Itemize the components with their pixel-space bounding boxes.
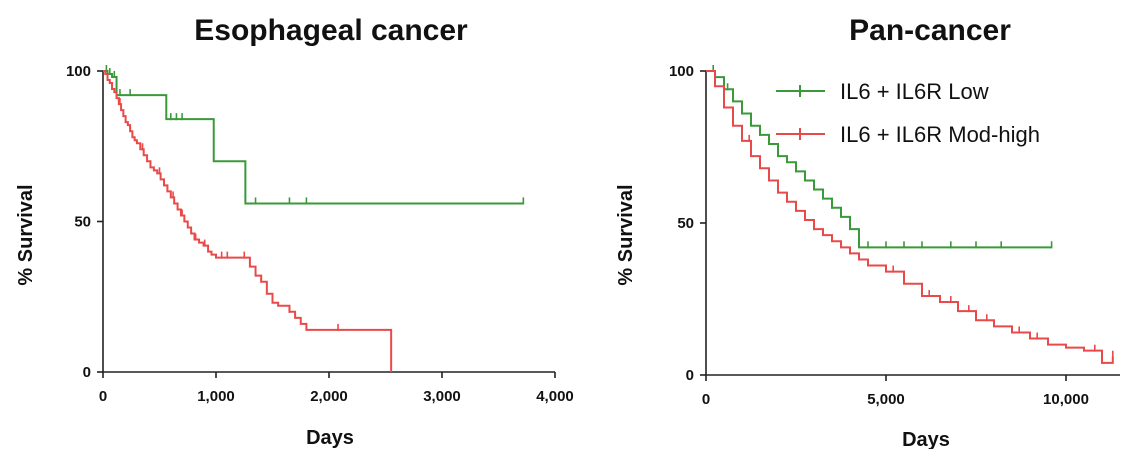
x-tick-label: 2,000 xyxy=(310,388,348,405)
legend-entry: IL6 + IL6R Mod-high xyxy=(776,122,1040,147)
y-tick-label: 0 xyxy=(686,367,694,384)
y-tick-label: 100 xyxy=(66,63,91,80)
y-axis-label: % Survival xyxy=(615,184,637,285)
y-tick-label: 50 xyxy=(74,214,91,231)
survival-curve xyxy=(706,70,1052,249)
legend-entry: IL6 + IL6R Low xyxy=(776,79,989,104)
y-tick-label: 100 xyxy=(669,63,694,80)
ticks: 0 5,000 10,000 0 50 100 xyxy=(669,63,1089,408)
esophageal-survival-chart: Esophageal cancer Days % Survival 0 1,000… xyxy=(15,14,574,449)
survival-series xyxy=(103,70,393,372)
x-tick-label: 3,000 xyxy=(423,388,461,405)
y-tick-label: 0 xyxy=(83,364,91,381)
ticks: 0 1,000 2,000 3,000 4,000 0 50 100 xyxy=(66,63,574,405)
x-tick-label: 1,000 xyxy=(197,388,235,405)
survival-curve xyxy=(103,70,524,205)
x-tick-label: 0 xyxy=(702,391,710,408)
x-tick-label: 5,000 xyxy=(867,391,905,408)
series-group xyxy=(103,65,525,372)
legend-label: IL6 + IL6R Mod-high xyxy=(840,122,1040,147)
series-group xyxy=(706,65,1114,364)
x-tick-label: 0 xyxy=(99,388,107,405)
axes xyxy=(705,71,1120,376)
chart-title: Pan-cancer xyxy=(849,14,1011,47)
survival-series xyxy=(706,70,1114,364)
survival-curve xyxy=(706,70,1114,364)
survival-series xyxy=(103,65,525,205)
x-axis-label: Days xyxy=(902,429,950,449)
y-axis-label: % Survival xyxy=(15,184,37,285)
x-axis-label: Days xyxy=(306,427,354,449)
survival-curve xyxy=(103,70,393,372)
chart-title: Esophageal cancer xyxy=(194,14,468,47)
x-tick-label: 4,000 xyxy=(536,388,574,405)
y-tick-label: 50 xyxy=(677,215,694,232)
legend: IL6 + IL6R Low IL6 + IL6R Mod-high xyxy=(776,79,1040,147)
x-tick-label: 10,000 xyxy=(1043,391,1089,408)
legend-label: IL6 + IL6R Low xyxy=(840,79,989,104)
pan-cancer-survival-chart: Pan-cancer Days % Survival 0 5,000 10,0000… xyxy=(615,14,1120,449)
